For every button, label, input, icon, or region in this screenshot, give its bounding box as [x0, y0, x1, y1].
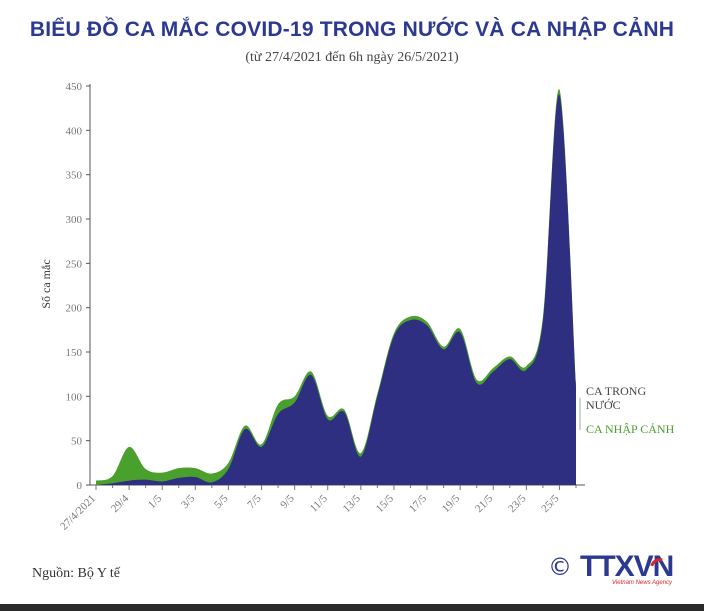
x-tick-label: 13/5 [341, 492, 364, 515]
x-tick-label: 17/5 [407, 492, 430, 515]
y-axis-label: Số ca mắc [39, 259, 53, 308]
x-axis: 27/4/2021 29/4 1/5 3/5 5/5 7/5 9/5 11/5 13/5 15/5… [58, 484, 585, 533]
area-series-domestic [96, 94, 576, 486]
chart-areas [96, 89, 576, 486]
copyright-icon: © [548, 553, 572, 581]
y-tick-label: 300 [66, 214, 83, 226]
legend-label-imported: CA NHẬP CẢNH [586, 422, 675, 436]
legend-label-domestic: CA TRONG NƯỚC [586, 384, 649, 412]
x-tick-label: 23/5 [506, 492, 529, 515]
y-tick-label: 250 [66, 258, 83, 270]
y-axis: 0 50 100 150 200 250 300 350 400 450 [66, 81, 91, 492]
legend: CA TRONG NƯỚC CA NHẬP CẢNH [579, 384, 675, 436]
y-tick-label: 50 [71, 436, 83, 448]
x-tick-label: 11/5 [308, 492, 330, 514]
y-tick-label: 200 [66, 303, 83, 315]
logo-tagline: Vietnam News Agency [612, 580, 673, 586]
ttxvn-logo: © TTXVN Vietnam News Agency [548, 550, 688, 587]
x-tick-label: 19/5 [440, 492, 463, 515]
x-tick-label: 25/5 [539, 492, 562, 515]
x-tick-label: 9/5 [278, 492, 297, 511]
y-tick-label: 100 [66, 391, 83, 403]
y-tick-label: 150 [66, 347, 83, 359]
chart-subtitle: (từ 27/4/2021 đến 6h ngày 26/5/2021) [245, 50, 459, 65]
x-tick-label: 3/5 [179, 492, 198, 511]
bottom-photo-strip [0, 604, 704, 611]
y-tick-label: 400 [66, 125, 83, 137]
source-note: Nguồn: Bộ Y tế [32, 566, 121, 581]
logo-wordmark: TTXVN [580, 550, 674, 583]
x-tick-label: 5/5 [212, 492, 231, 511]
x-tick-label: 1/5 [146, 492, 165, 511]
x-tick-label: 29/4 [109, 492, 132, 515]
x-tick-label: 27/4/2021 [58, 493, 98, 533]
x-tick-label: 15/5 [374, 492, 397, 515]
chart-title: BIỂU ĐỒ CA MẮC COVID-19 TRONG NƯỚC VÀ CA… [29, 18, 675, 41]
y-tick-label: 350 [66, 170, 83, 182]
x-tick-label: 21/5 [473, 492, 496, 515]
x-tick-label: 7/5 [245, 492, 264, 511]
y-tick-label: 0 [77, 480, 83, 492]
y-tick-label: 450 [66, 81, 83, 93]
